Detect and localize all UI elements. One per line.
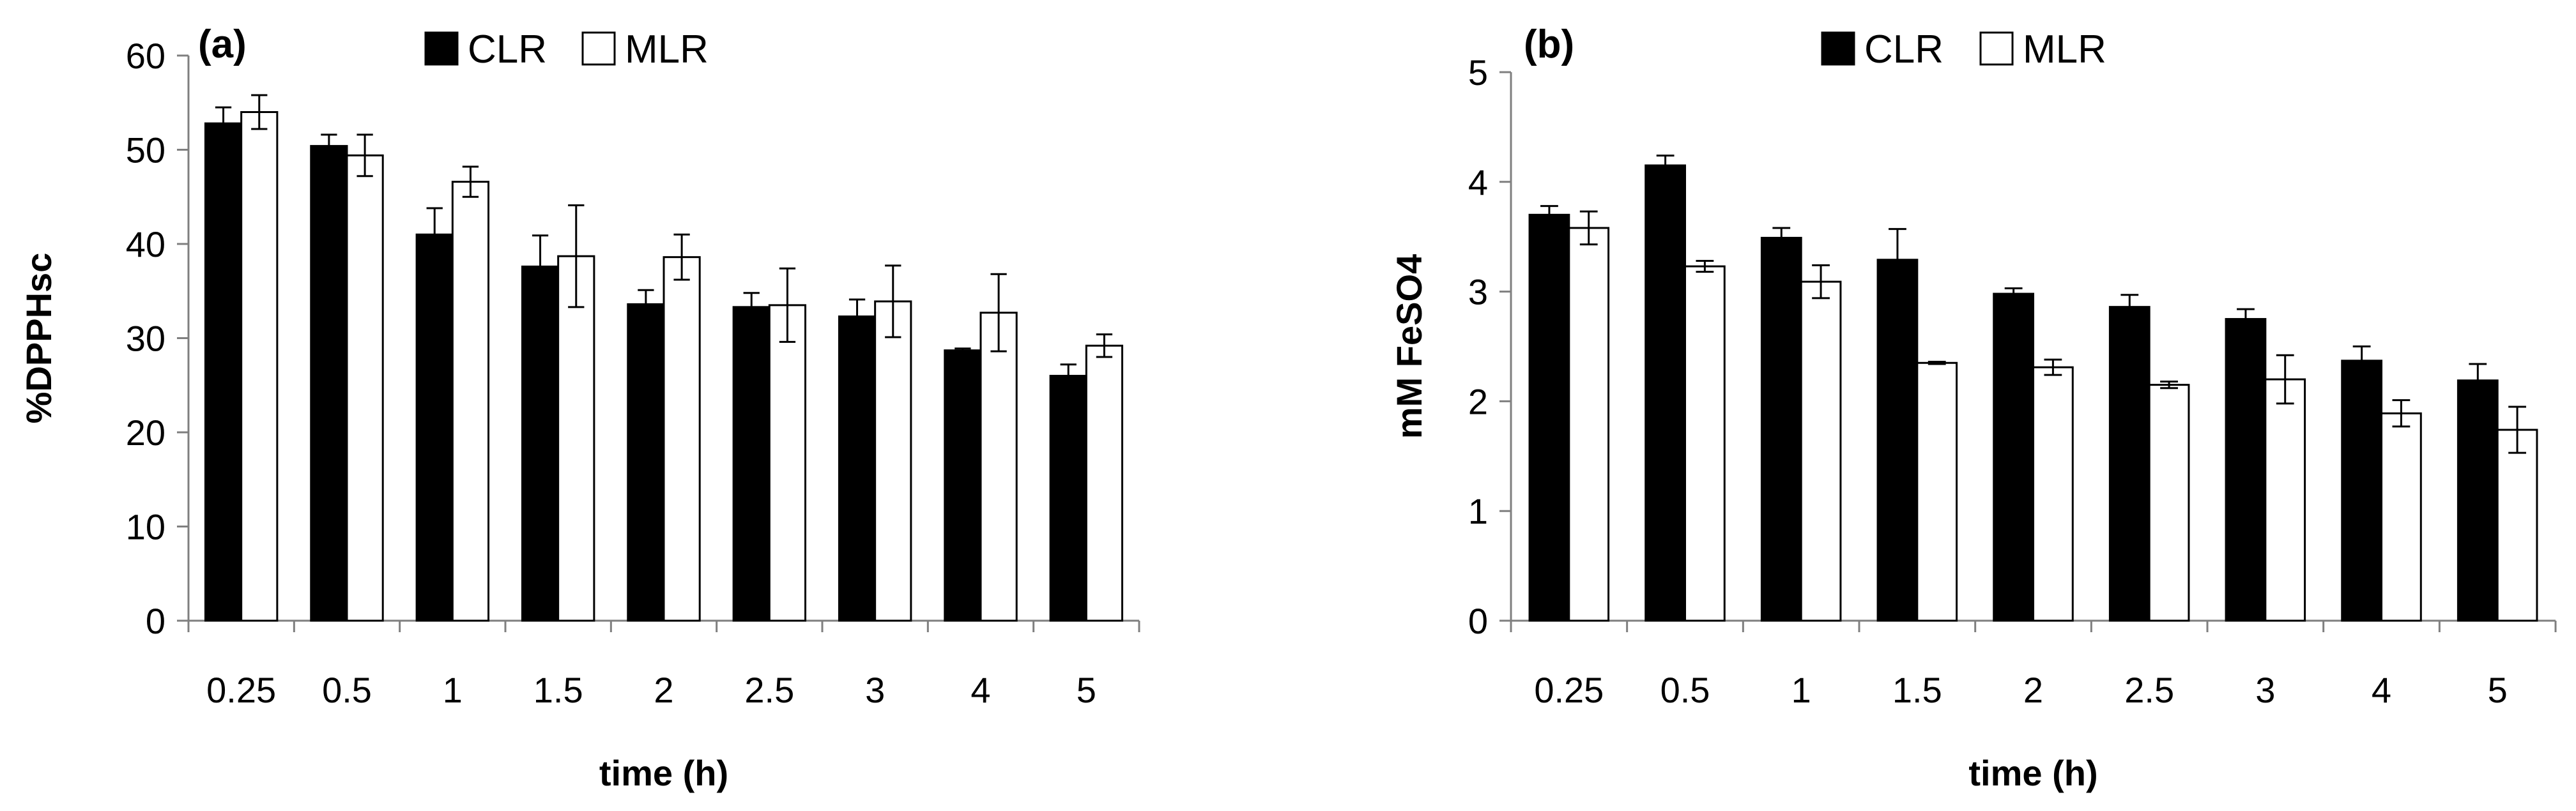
panel-a-legend-swatch-mlr xyxy=(581,31,616,66)
panel-a-bar-clr xyxy=(310,145,348,622)
panel-b-bar-mlr xyxy=(1800,280,1842,622)
panel-a-y-tick-label: 40 xyxy=(126,224,165,264)
panel-a-y-tick-label: 0 xyxy=(146,601,165,641)
panel-a-y-tick-label: 30 xyxy=(126,319,165,359)
panel-b-bar-mlr xyxy=(1568,227,1610,622)
panel-a-bar-clr xyxy=(415,233,454,622)
panel-b-x-tick-label: 3 xyxy=(2255,670,2275,710)
panel-b-bar-clr xyxy=(1644,164,1687,622)
panel-b-x-tick-label: 2 xyxy=(2023,670,2043,710)
panel-b-y-tick-label: 3 xyxy=(1468,272,1488,312)
panel-b-bar-clr xyxy=(2225,318,2267,622)
panel-b-legend-swatch-clr xyxy=(1821,31,1855,66)
panel-b-bar-clr xyxy=(2108,306,2150,622)
panel-a-x-tick-label: 3 xyxy=(865,670,885,710)
panel-b-bar-mlr xyxy=(1916,361,1958,622)
panel-a-legend-label-mlr: MLR xyxy=(625,27,709,72)
panel-a-x-tick-label: 2 xyxy=(654,670,673,710)
panel-a-bar-mlr xyxy=(979,312,1018,622)
panel-a-y-tick-label: 50 xyxy=(126,130,165,171)
panel-b-x-tick-label: 0.5 xyxy=(1660,670,1710,710)
panel-b-x-tick-label: 2.5 xyxy=(2124,670,2174,710)
panel-a-x-tick-label: 5 xyxy=(1077,670,1096,710)
panel-b-bar-clr xyxy=(1876,259,1919,622)
panel-a-bar-clr xyxy=(944,349,982,622)
panel-a-bar-mlr xyxy=(240,111,279,622)
panel-b-y-tick-label: 0 xyxy=(1468,601,1488,641)
panel-b-x-axis-title: time (h) xyxy=(1968,753,2097,793)
panel-a-x-tick-label: 4 xyxy=(970,670,990,710)
panel-a-bar-mlr xyxy=(1085,344,1124,622)
panel-b-x-tick-label: 5 xyxy=(2488,670,2508,710)
panel-a-bar-mlr xyxy=(874,300,912,622)
panel-a-x-tick-label: 1.5 xyxy=(533,670,583,710)
panel-a-bar-mlr xyxy=(557,255,595,622)
panel-a-x-axis-title: time (h) xyxy=(599,753,728,793)
panel-b-y-tick-label: 4 xyxy=(1468,162,1488,202)
panel-b-legend-swatch-mlr xyxy=(1979,31,2014,66)
panel-a-x-tick-label: 0.25 xyxy=(206,670,276,710)
panel-b-bar-mlr xyxy=(1684,265,1726,622)
panel-b-bar-clr xyxy=(1528,213,1570,622)
panel-b-bar-mlr xyxy=(2380,412,2422,622)
panel-a-y-tick-label: 60 xyxy=(126,36,165,76)
chart-panel-b: 0 1 2 3 4 5 0.25 0.5 1 1.5 2 2.5 3 4 5 time (h) mM FeSO4… xyxy=(1389,22,2557,793)
panel-a-bar-clr xyxy=(838,315,877,622)
panel-a-legend-swatch-clr xyxy=(424,31,459,66)
panel-a-bar-clr xyxy=(204,122,243,622)
panel-b-x-tick-label: 4 xyxy=(2372,670,2391,710)
panel-a-y-tick-label: 20 xyxy=(126,413,165,453)
panel-a-bar-mlr xyxy=(663,256,701,622)
panel-a-bar-clr xyxy=(627,303,665,622)
panel-b-bar-mlr xyxy=(2496,428,2538,622)
panel-b-y-axis-title: mM FeSO4 xyxy=(1389,254,1429,439)
panel-b-y-tick-label: 2 xyxy=(1468,381,1488,421)
panel-a-x-tick-label: 2.5 xyxy=(744,670,794,710)
panel-a-y-axis-title: %DPPHsc xyxy=(19,253,59,424)
panel-b-bar-mlr xyxy=(2148,384,2190,622)
panel-b-y-tick-label: 1 xyxy=(1468,491,1488,531)
panel-a-legend-label-clr: CLR xyxy=(468,27,547,72)
panel-b-x-tick-label: 0.25 xyxy=(1534,670,1604,710)
panel-b-bar-clr xyxy=(1760,236,1802,622)
panel-b-bar-clr xyxy=(2341,360,2383,622)
panel-b-y-tick-label: 5 xyxy=(1468,52,1488,93)
panel-b-label: (b) xyxy=(1524,22,1574,66)
panel-b-legend-label-clr: CLR xyxy=(1864,27,1943,72)
panel-a-bar-mlr xyxy=(346,154,384,622)
panel-a-x-tick-label: 1 xyxy=(443,670,463,710)
panel-b-bar-clr xyxy=(1993,292,2035,622)
panel-a-y-tick-label: 10 xyxy=(126,507,165,547)
panel-b-x-tick-label: 1 xyxy=(1791,670,1811,710)
chart-panel-a: 0 10 20 30 40 50 60 0.25 0.5 1 1.5 2 2.5 3 4 5 time (h)%… xyxy=(19,22,1140,793)
panel-a-bar-clr xyxy=(732,306,770,622)
panel-b-bar-mlr xyxy=(2264,378,2306,622)
panel-a-bar-clr xyxy=(521,265,560,622)
panel-b-bar-mlr xyxy=(2032,366,2074,622)
panel-a-x-tick-label: 0.5 xyxy=(322,670,372,710)
panel-b-x-tick-label: 1.5 xyxy=(1892,670,1942,710)
panel-b-legend-label-mlr: MLR xyxy=(2023,27,2106,72)
panel-a-label: (a) xyxy=(198,22,247,66)
panel-a-bar-mlr xyxy=(451,181,490,622)
panel-a-bar-mlr xyxy=(768,304,807,622)
panel-b-bar-clr xyxy=(2457,379,2499,622)
panel-a-bar-clr xyxy=(1049,375,1087,622)
